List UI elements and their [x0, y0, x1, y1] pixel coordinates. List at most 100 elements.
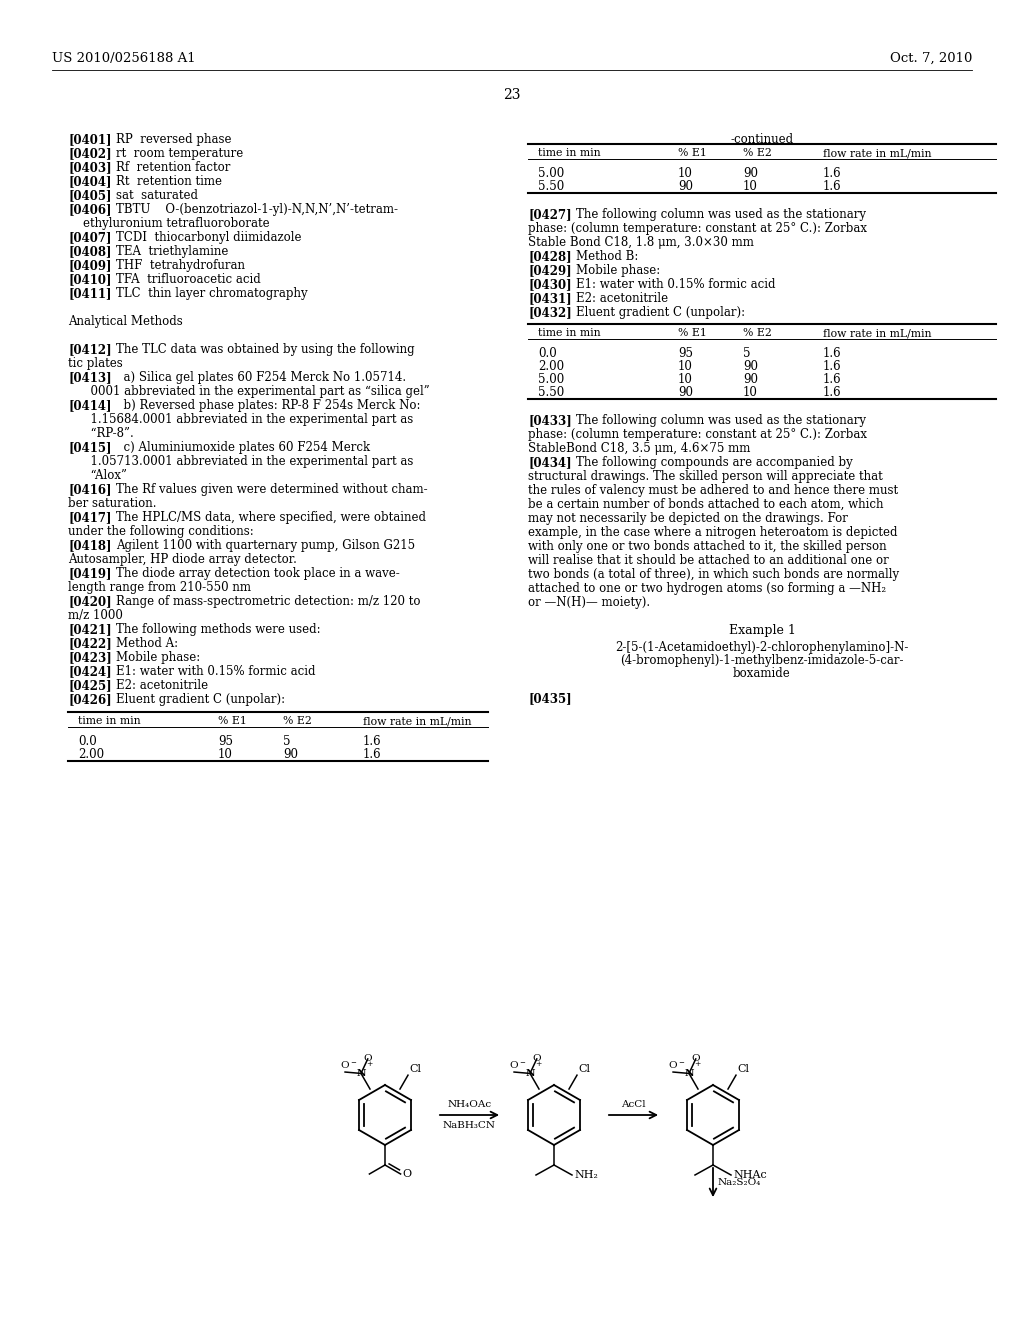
- Text: “RP-8”.: “RP-8”.: [68, 426, 134, 440]
- Text: may not necessarily be depicted on the drawings. For: may not necessarily be depicted on the d…: [528, 512, 848, 525]
- Text: 5: 5: [743, 347, 751, 360]
- Text: NaBH₃CN: NaBH₃CN: [443, 1121, 496, 1130]
- Text: 90: 90: [743, 168, 758, 180]
- Text: −: −: [519, 1059, 525, 1067]
- Text: m/z 1000: m/z 1000: [68, 609, 123, 622]
- Text: The following column was used as the stationary: The following column was used as the sta…: [575, 414, 866, 426]
- Text: [0418]: [0418]: [68, 539, 112, 552]
- Text: [0427]: [0427]: [528, 209, 571, 220]
- Text: Oct. 7, 2010: Oct. 7, 2010: [890, 51, 972, 65]
- Text: 1.6: 1.6: [823, 360, 842, 374]
- Text: % E1: % E1: [678, 148, 707, 158]
- Text: [0435]: [0435]: [528, 692, 571, 705]
- Text: 2-[5-(1-Acetamidoethyl)-2-chlorophenylamino]-N-: 2-[5-(1-Acetamidoethyl)-2-chlorophenylam…: [615, 642, 908, 653]
- Text: +: +: [535, 1060, 542, 1068]
- Text: [0426]: [0426]: [68, 693, 112, 706]
- Text: RP  reversed phase: RP reversed phase: [116, 133, 231, 147]
- Text: 1.6: 1.6: [823, 168, 842, 180]
- Text: 5.50: 5.50: [538, 385, 564, 399]
- Text: % E1: % E1: [218, 715, 247, 726]
- Text: Method A:: Method A:: [116, 638, 178, 649]
- Text: TLC  thin layer chromatography: TLC thin layer chromatography: [116, 286, 307, 300]
- Text: 5: 5: [283, 735, 291, 748]
- Text: rt  room temperature: rt room temperature: [116, 147, 244, 160]
- Text: The following compounds are accompanied by: The following compounds are accompanied …: [575, 455, 853, 469]
- Text: NH₄OAc: NH₄OAc: [447, 1100, 492, 1109]
- Text: [0409]: [0409]: [68, 259, 112, 272]
- Text: [0410]: [0410]: [68, 273, 112, 286]
- Text: 5.50: 5.50: [538, 180, 564, 193]
- Text: “Alox”: “Alox”: [68, 469, 127, 482]
- Text: TBTU    O-(benzotriazol-1-yl)-N,N,N’,N’-tetram-: TBTU O-(benzotriazol-1-yl)-N,N,N’,N’-tet…: [116, 203, 398, 216]
- Text: [0432]: [0432]: [528, 306, 571, 319]
- Text: [0431]: [0431]: [528, 292, 571, 305]
- Text: The following column was used as the stationary: The following column was used as the sta…: [575, 209, 866, 220]
- Text: TCDI  thiocarbonyl diimidazole: TCDI thiocarbonyl diimidazole: [116, 231, 301, 244]
- Text: [0433]: [0433]: [528, 414, 571, 426]
- Text: E2: acetonitrile: E2: acetonitrile: [575, 292, 668, 305]
- Text: (4-bromophenyl)-1-methylbenz-imidazole-5-car-: (4-bromophenyl)-1-methylbenz-imidazole-5…: [621, 653, 904, 667]
- Text: ethyluronium tetrafluoroborate: ethyluronium tetrafluoroborate: [68, 216, 269, 230]
- Text: [0412]: [0412]: [68, 343, 112, 356]
- Text: E1: water with 0.15% formic acid: E1: water with 0.15% formic acid: [116, 665, 315, 678]
- Text: 0.0: 0.0: [538, 347, 557, 360]
- Text: phase: (column temperature: constant at 25° C.): Zorbax: phase: (column temperature: constant at …: [528, 428, 867, 441]
- Text: +: +: [694, 1060, 700, 1068]
- Text: [0403]: [0403]: [68, 161, 112, 174]
- Text: Method B:: Method B:: [575, 249, 638, 263]
- Text: Cl: Cl: [578, 1064, 590, 1074]
- Text: [0416]: [0416]: [68, 483, 112, 496]
- Text: Rf  retention factor: Rf retention factor: [116, 161, 230, 174]
- Text: Na₂S₂O₄: Na₂S₂O₄: [718, 1177, 762, 1187]
- Text: [0411]: [0411]: [68, 286, 112, 300]
- Text: O: O: [364, 1055, 372, 1064]
- Text: time in min: time in min: [78, 715, 140, 726]
- Text: flow rate in mL/min: flow rate in mL/min: [362, 715, 471, 726]
- Text: 1.15684.0001 abbreviated in the experimental part as: 1.15684.0001 abbreviated in the experime…: [68, 413, 414, 426]
- Text: 0.0: 0.0: [78, 735, 96, 748]
- Text: or —N(H)— moiety).: or —N(H)— moiety).: [528, 597, 650, 609]
- Text: [0404]: [0404]: [68, 176, 112, 187]
- Text: % E2: % E2: [743, 327, 772, 338]
- Text: time in min: time in min: [538, 327, 601, 338]
- Text: [0419]: [0419]: [68, 568, 112, 579]
- Text: with only one or two bonds attached to it, the skilled person: with only one or two bonds attached to i…: [528, 540, 887, 553]
- Text: 90: 90: [743, 374, 758, 385]
- Text: 5.00: 5.00: [538, 168, 564, 180]
- Text: [0420]: [0420]: [68, 595, 112, 609]
- Text: a) Silica gel plates 60 F254 Merck No 1.05714.: a) Silica gel plates 60 F254 Merck No 1.…: [116, 371, 407, 384]
- Text: TEA  triethylamine: TEA triethylamine: [116, 246, 228, 257]
- Text: length range from 210-550 nm: length range from 210-550 nm: [68, 581, 251, 594]
- Text: Rt  retention time: Rt retention time: [116, 176, 222, 187]
- Text: [0415]: [0415]: [68, 441, 112, 454]
- Text: NH₂: NH₂: [574, 1170, 598, 1180]
- Text: The Rf values given were determined without cham-: The Rf values given were determined with…: [116, 483, 428, 496]
- Text: [0402]: [0402]: [68, 147, 112, 160]
- Text: 90: 90: [678, 385, 693, 399]
- Text: 10: 10: [743, 180, 758, 193]
- Text: [0429]: [0429]: [528, 264, 571, 277]
- Text: % E2: % E2: [283, 715, 312, 726]
- Text: Range of mass-spectrometric detection: m/z 120 to: Range of mass-spectrometric detection: m…: [116, 595, 421, 609]
- Text: 1.6: 1.6: [362, 748, 382, 762]
- Text: O: O: [341, 1061, 349, 1071]
- Text: tic plates: tic plates: [68, 356, 123, 370]
- Text: The HPLC/MS data, where specified, were obtained: The HPLC/MS data, where specified, were …: [116, 511, 426, 524]
- Text: b) Reversed phase plates: RP-8 F 254s Merck No:: b) Reversed phase plates: RP-8 F 254s Me…: [116, 399, 421, 412]
- Text: attached to one or two hydrogen atoms (so forming a —NH₂: attached to one or two hydrogen atoms (s…: [528, 582, 886, 595]
- Text: 0001 abbreviated in the experimental part as “silica gel”: 0001 abbreviated in the experimental par…: [68, 385, 430, 399]
- Text: [0408]: [0408]: [68, 246, 112, 257]
- Text: 23: 23: [503, 88, 521, 102]
- Text: E1: water with 0.15% formic acid: E1: water with 0.15% formic acid: [575, 279, 775, 290]
- Text: The diode array detection took place in a wave-: The diode array detection took place in …: [116, 568, 399, 579]
- Text: [0406]: [0406]: [68, 203, 112, 216]
- Text: the rules of valency must be adhered to and hence there must: the rules of valency must be adhered to …: [528, 484, 898, 498]
- Text: Analytical Methods: Analytical Methods: [68, 315, 182, 327]
- Text: phase: (column temperature: constant at 25° C.): Zorbax: phase: (column temperature: constant at …: [528, 222, 867, 235]
- Text: [0407]: [0407]: [68, 231, 112, 244]
- Text: % E1: % E1: [678, 327, 707, 338]
- Text: Mobile phase:: Mobile phase:: [575, 264, 660, 277]
- Text: 10: 10: [678, 360, 693, 374]
- Text: Example 1: Example 1: [728, 624, 796, 638]
- Text: O: O: [669, 1061, 677, 1071]
